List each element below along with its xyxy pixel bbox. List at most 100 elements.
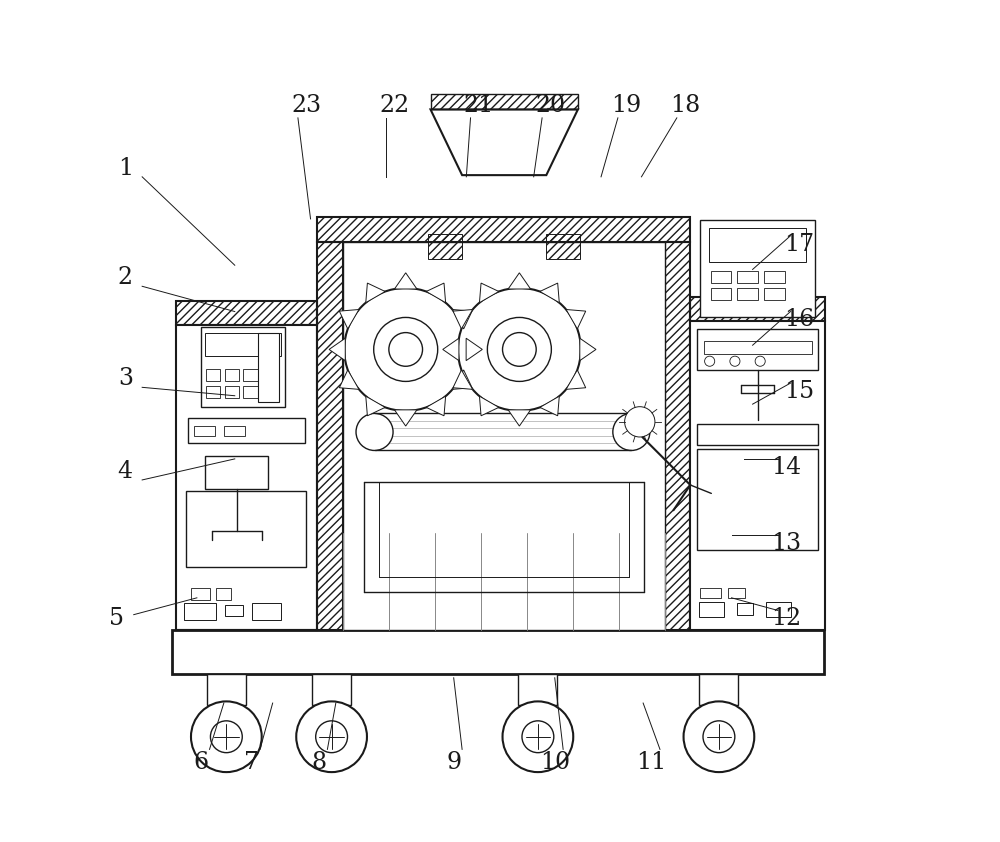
Bar: [766, 602, 791, 617]
Circle shape: [613, 413, 650, 450]
Bar: [176, 325, 317, 630]
Polygon shape: [508, 410, 531, 426]
Text: 14: 14: [771, 456, 801, 479]
Polygon shape: [479, 283, 499, 302]
Bar: [737, 288, 758, 300]
Polygon shape: [452, 370, 472, 389]
Bar: [172, 630, 824, 674]
Circle shape: [374, 317, 438, 381]
Bar: [243, 386, 258, 398]
Bar: [225, 370, 239, 381]
Bar: [343, 242, 665, 630]
Circle shape: [487, 317, 551, 381]
Bar: [176, 301, 317, 325]
Bar: [697, 449, 818, 550]
Text: 21: 21: [464, 93, 494, 117]
Polygon shape: [540, 283, 559, 302]
Bar: [699, 602, 724, 617]
Text: 1: 1: [118, 157, 133, 180]
Polygon shape: [394, 273, 417, 289]
Circle shape: [730, 356, 740, 366]
Circle shape: [344, 288, 467, 411]
Text: 16: 16: [784, 308, 814, 332]
Bar: [710, 288, 731, 300]
Text: 23: 23: [291, 93, 321, 117]
Bar: [312, 674, 351, 705]
Bar: [188, 418, 305, 443]
Polygon shape: [566, 370, 586, 389]
Circle shape: [296, 701, 367, 772]
Bar: [690, 297, 825, 321]
Circle shape: [503, 701, 573, 772]
Polygon shape: [339, 370, 359, 389]
Polygon shape: [443, 338, 459, 360]
Bar: [216, 588, 231, 600]
Bar: [205, 456, 268, 489]
Text: 10: 10: [540, 750, 570, 774]
Text: 12: 12: [771, 607, 801, 631]
Bar: [697, 329, 818, 370]
Circle shape: [755, 356, 765, 366]
Circle shape: [458, 288, 581, 411]
Circle shape: [389, 333, 423, 366]
Bar: [224, 426, 245, 436]
Polygon shape: [566, 310, 586, 329]
Bar: [194, 426, 215, 436]
Circle shape: [503, 333, 536, 366]
Polygon shape: [452, 310, 472, 329]
Text: 4: 4: [118, 460, 133, 483]
Text: 22: 22: [380, 93, 410, 117]
Bar: [225, 386, 239, 398]
Bar: [699, 674, 738, 705]
Text: 5: 5: [109, 607, 124, 631]
Bar: [518, 674, 557, 705]
Bar: [431, 94, 578, 109]
Bar: [207, 674, 246, 705]
Bar: [665, 242, 690, 630]
Polygon shape: [394, 410, 417, 426]
Text: 9: 9: [446, 750, 461, 774]
Circle shape: [356, 413, 393, 450]
Text: 11: 11: [636, 750, 667, 774]
Bar: [704, 341, 812, 354]
Bar: [710, 271, 731, 283]
Text: 19: 19: [611, 93, 641, 117]
Circle shape: [625, 407, 655, 437]
Bar: [243, 370, 258, 381]
Polygon shape: [508, 273, 531, 289]
Text: 20: 20: [535, 93, 566, 117]
Bar: [546, 234, 580, 259]
Polygon shape: [540, 397, 559, 416]
Bar: [191, 588, 210, 600]
Bar: [700, 220, 815, 317]
Polygon shape: [466, 338, 482, 360]
Text: 2: 2: [118, 266, 133, 290]
Text: 18: 18: [670, 93, 700, 117]
Bar: [252, 603, 281, 620]
Bar: [697, 424, 818, 445]
Text: 7: 7: [244, 750, 259, 774]
Polygon shape: [329, 338, 345, 360]
Polygon shape: [426, 397, 446, 416]
Bar: [764, 271, 785, 283]
Polygon shape: [431, 109, 578, 175]
Bar: [186, 491, 306, 567]
Bar: [737, 603, 753, 615]
Polygon shape: [453, 370, 473, 389]
Circle shape: [684, 701, 754, 772]
Polygon shape: [453, 310, 473, 329]
Polygon shape: [339, 310, 359, 329]
Circle shape: [703, 721, 735, 753]
Bar: [728, 588, 745, 598]
Circle shape: [316, 721, 348, 753]
Bar: [225, 605, 243, 616]
Text: 17: 17: [784, 232, 814, 256]
Bar: [428, 234, 462, 259]
Bar: [206, 370, 220, 381]
Polygon shape: [426, 283, 446, 302]
Circle shape: [522, 721, 554, 753]
Bar: [709, 228, 806, 262]
Circle shape: [705, 356, 715, 366]
Text: 8: 8: [311, 750, 327, 774]
Bar: [201, 327, 285, 407]
